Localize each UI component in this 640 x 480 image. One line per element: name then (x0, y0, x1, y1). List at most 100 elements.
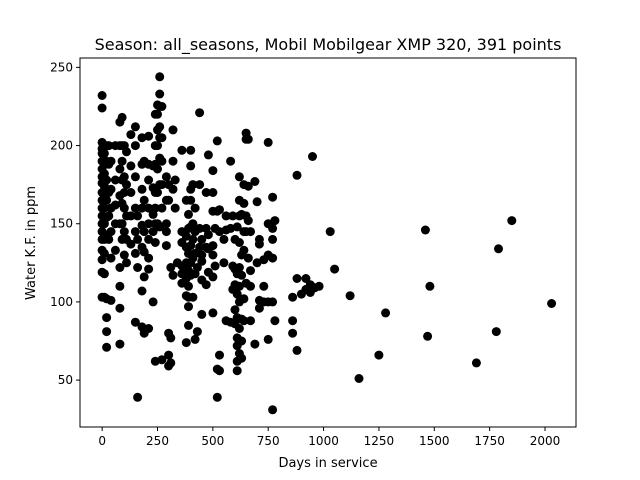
data-point (155, 122, 165, 132)
data-point (117, 219, 127, 229)
data-point (144, 264, 154, 274)
data-point (197, 256, 207, 266)
y-tick-label: 100 (50, 295, 73, 309)
data-point (268, 405, 278, 415)
data-point (208, 272, 218, 282)
data-point (133, 234, 143, 244)
data-point (139, 227, 149, 237)
data-point (166, 358, 176, 368)
data-point (243, 181, 253, 191)
data-point (126, 239, 136, 249)
data-point (137, 203, 147, 213)
data-point (137, 184, 147, 194)
data-point (254, 239, 264, 249)
data-point (252, 197, 262, 207)
x-axis-ticks: 0 250 500 750 1000 1250 1500 1750 2000 (98, 427, 560, 448)
data-point (268, 297, 278, 307)
data-point (137, 286, 147, 296)
data-point (232, 289, 242, 299)
data-point (157, 133, 167, 143)
data-point (133, 392, 143, 402)
data-point (239, 198, 249, 208)
data-point (221, 211, 231, 221)
data-point (330, 264, 340, 274)
data-point (270, 216, 280, 226)
data-point (153, 109, 162, 119)
data-point (119, 203, 129, 213)
data-point (122, 180, 131, 190)
data-point (190, 203, 200, 213)
y-tick-label: 250 (50, 60, 73, 74)
data-point (144, 253, 154, 263)
data-point (97, 91, 107, 100)
data-point (102, 342, 112, 352)
data-point (254, 303, 264, 313)
data-point (157, 156, 167, 166)
x-tick-label: 1000 (308, 434, 339, 448)
data-point (246, 227, 255, 237)
data-point (155, 72, 165, 82)
data-point (188, 180, 198, 190)
data-point (239, 245, 249, 255)
data-point (104, 211, 114, 221)
x-tick-label: 0 (98, 434, 106, 448)
data-point (381, 308, 391, 318)
data-point (308, 152, 317, 161)
data-point (102, 175, 112, 185)
data-point (201, 280, 211, 290)
data-point (288, 292, 298, 302)
data-point (168, 125, 178, 135)
data-point (110, 245, 120, 255)
data-point (188, 219, 198, 229)
data-point (170, 175, 180, 185)
data-point (106, 295, 116, 305)
data-point (153, 164, 162, 174)
data-point (491, 327, 501, 337)
data-point (208, 166, 218, 176)
data-point (243, 253, 253, 263)
data-point (215, 350, 224, 360)
data-point (292, 345, 302, 355)
data-point (203, 230, 213, 240)
data-point (168, 184, 178, 194)
data-point (117, 112, 127, 122)
data-point (288, 328, 298, 338)
data-point (144, 203, 154, 213)
data-point (186, 145, 196, 155)
data-point (144, 234, 154, 244)
plot-frame (79, 57, 577, 428)
data-point (115, 263, 125, 272)
data-point (155, 222, 165, 232)
data-point (126, 130, 136, 140)
data-point (219, 234, 229, 244)
data-point (115, 281, 125, 291)
data-point (157, 180, 167, 190)
data-point (117, 156, 127, 166)
data-point (119, 250, 129, 260)
data-point (197, 234, 207, 244)
data-point (192, 327, 202, 337)
data-point (133, 263, 143, 272)
data-point (144, 175, 154, 185)
data-point (115, 164, 125, 174)
data-point (201, 188, 211, 197)
data-point (195, 242, 205, 252)
data-point (133, 211, 143, 221)
data-point (122, 147, 131, 157)
data-point (239, 316, 249, 326)
data-point (102, 195, 112, 205)
data-point (150, 238, 160, 247)
data-point (208, 250, 218, 260)
data-point (184, 302, 193, 312)
data-point (195, 180, 205, 190)
data-point (494, 244, 503, 254)
data-point (228, 211, 238, 221)
data-point (97, 103, 107, 113)
data-point (99, 148, 109, 158)
data-point (288, 316, 298, 326)
data-point (268, 234, 278, 244)
data-point (268, 223, 278, 233)
data-point (345, 291, 355, 301)
data-point (164, 195, 174, 205)
y-axis-label: Water K.F. in ppm (24, 186, 39, 300)
